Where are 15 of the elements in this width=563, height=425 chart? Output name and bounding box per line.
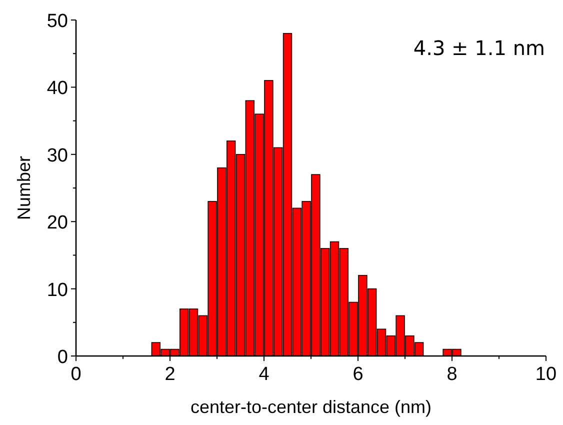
x-tick-label: 4 [258, 364, 270, 385]
y-tick-label: 20 [46, 212, 68, 234]
x-tick-label: 0 [70, 364, 82, 385]
y-tick-label: 50 [46, 11, 68, 32]
y-axis-title: Number [14, 156, 34, 220]
x-tick-label: 2 [164, 364, 176, 385]
y-tick-label: 0 [57, 347, 68, 368]
annotation: 4.3 ± 1.1 nm [413, 36, 545, 60]
y-tick-label: 10 [46, 280, 68, 301]
y-tick-label: 30 [46, 145, 68, 166]
x-tick-label: 6 [352, 364, 364, 385]
x-axis-title: center-to-center distance (nm) [190, 397, 432, 417]
y-tick-label: 40 [46, 78, 68, 100]
x-tick-label: 8 [446, 364, 458, 385]
x-tick-label: 10 [535, 364, 557, 385]
